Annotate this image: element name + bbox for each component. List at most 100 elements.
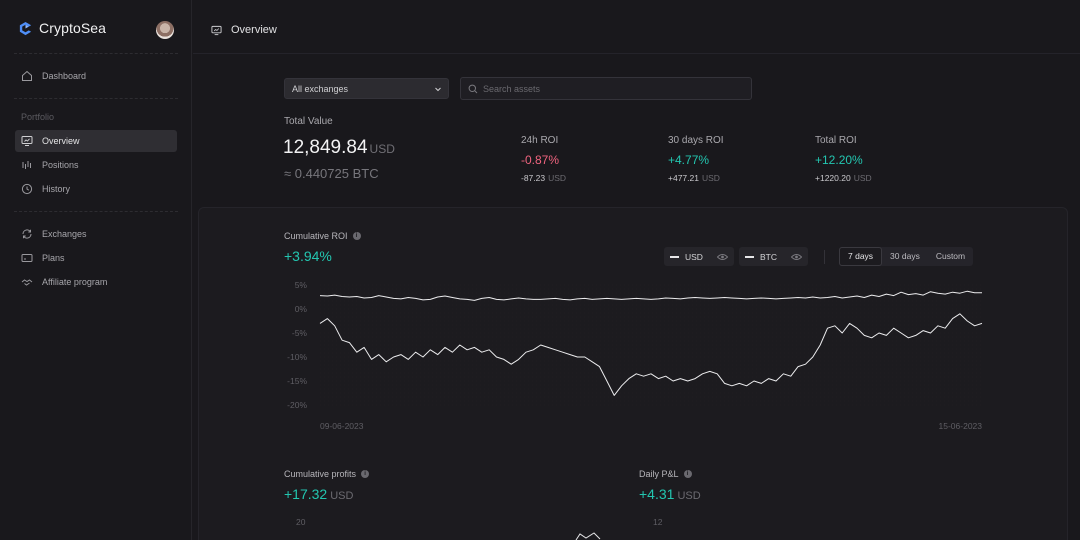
series-toggle-label: USD <box>685 251 703 262</box>
total-value-unit: USD <box>369 142 395 156</box>
sidebar-item-label: Positions <box>42 160 79 170</box>
handshake-icon <box>21 279 33 286</box>
roi-percent: +4.77% <box>668 153 710 167</box>
roi-absolute-value: +1220.20 <box>815 173 851 183</box>
sidebar-item-positions[interactable]: Positions <box>15 154 177 176</box>
roi-absolute: +477.21 USD <box>668 173 724 183</box>
info-icon[interactable]: i <box>352 232 361 240</box>
cumulative-profits-value: +17.32 USD <box>284 486 353 502</box>
series-toggle-btc[interactable]: BTC <box>739 247 808 266</box>
sidebar-item-label: History <box>42 184 71 194</box>
series-toggle-usd[interactable]: USD <box>664 247 734 266</box>
sidebar-item-label: Plans <box>42 253 65 263</box>
roi-label: 30 days ROI <box>668 135 724 146</box>
roi-absolute: +1220.20 USD <box>815 173 872 183</box>
eye-icon[interactable] <box>791 253 802 261</box>
info-icon[interactable]: i <box>683 470 692 478</box>
roi-percent: -0.87% <box>521 153 560 167</box>
y-tick-label: -15% <box>287 376 307 386</box>
sidebar-item-label: Affiliate program <box>42 277 108 287</box>
y-tick-label: 0% <box>295 304 308 314</box>
bars-icon <box>22 161 31 169</box>
y-tick-label: -20% <box>287 400 307 410</box>
daily-pnl-unit: USD <box>677 490 701 502</box>
roi-total: Total ROI +12.20% +1220.20 USD <box>815 135 872 183</box>
sidebar-item-plans[interactable]: Plans <box>15 247 177 269</box>
cumulative-roi-chart: 5% 0% -5% -10% -15% -20% 09-06-2023 15-06-2023 <box>287 280 983 431</box>
series-line-btc <box>319 313 983 396</box>
clock-icon <box>21 183 33 195</box>
sidebar-item-exchanges[interactable]: Exchanges <box>15 223 177 245</box>
x-tick-label: 15-06-2023 <box>939 421 983 431</box>
cumulative-roi-title: Cumulative ROI <box>284 231 348 241</box>
sidebar-item-label: Exchanges <box>42 229 87 239</box>
range-custom[interactable]: Custom <box>935 251 966 261</box>
sidebar-section-label: Portfolio <box>21 112 55 122</box>
roi-label: 24h ROI <box>521 135 559 146</box>
range-7-days[interactable]: 7 days <box>839 247 883 266</box>
daily-pnl-y-tick: 12 <box>653 517 663 527</box>
top-bar: Overview <box>193 0 1080 54</box>
daily-pnl-title: Daily P&L <box>639 469 679 479</box>
toolbar-separator <box>824 250 825 264</box>
range-30-days[interactable]: 30 days <box>890 251 920 261</box>
avatar[interactable] <box>156 21 174 39</box>
series-toggle-label: BTC <box>760 251 777 262</box>
daily-pnl-number: +4.31 <box>639 486 675 502</box>
roi-unit: USD <box>548 173 567 183</box>
roi-absolute-value: -87.23 <box>521 173 546 183</box>
roi-24h: 24h ROI -0.87% -87.23 USD <box>521 135 566 183</box>
total-value-btc: ≈ 0.440725 BTC <box>284 166 379 181</box>
roi-absolute-value: +477.21 <box>668 173 699 183</box>
home-icon <box>22 70 32 81</box>
sidebar-item-dashboard[interactable]: Dashboard <box>15 65 177 87</box>
brand[interactable]: CryptoSea <box>18 20 106 36</box>
roi-percent: +12.20% <box>815 153 863 167</box>
y-tick-label: 5% <box>295 280 308 290</box>
search-input[interactable] <box>483 83 733 94</box>
roi-30-days: 30 days ROI +4.77% +477.21 USD <box>668 135 724 183</box>
cumulative-profits-line <box>575 532 601 540</box>
sidebar-divider <box>14 53 178 54</box>
exchange-select[interactable]: All exchanges <box>284 78 449 99</box>
daily-pnl-value: +4.31 USD <box>639 486 701 502</box>
series-swatch <box>670 255 679 258</box>
series-swatch <box>745 255 754 258</box>
search-field[interactable] <box>460 77 752 100</box>
page-title: Overview <box>231 24 277 36</box>
cumulative-profits-label: Cumulative profits i <box>284 469 370 479</box>
search-icon <box>468 84 478 94</box>
monitor-icon <box>21 136 33 146</box>
cumulative-roi-label: Cumulative ROI i <box>284 231 361 241</box>
roi-unit: USD <box>853 173 872 183</box>
series-line-usd <box>319 290 982 301</box>
roi-unit: USD <box>701 173 720 183</box>
cryptosea-logo-icon <box>19 21 32 35</box>
x-tick-label: 09-06-2023 <box>320 421 364 431</box>
card-icon <box>21 254 33 262</box>
sidebar-item-label: Dashboard <box>42 71 87 81</box>
cumulative-profits-title: Cumulative profits <box>284 469 357 479</box>
refresh-icon <box>22 229 32 239</box>
range-selector: 7 days 30 days Custom <box>839 247 974 266</box>
total-value-label: Total Value <box>284 116 333 127</box>
sidebar-item-label: Overview <box>42 136 80 146</box>
y-tick-label: -5% <box>292 328 308 338</box>
cumulative-roi-value: +3.94% <box>284 248 332 264</box>
cumulative-profits-unit: USD <box>330 490 354 502</box>
sidebar-divider <box>14 98 178 99</box>
chevron-down-icon <box>435 87 441 92</box>
sidebar-item-affiliate-program[interactable]: Affiliate program <box>15 271 177 293</box>
roi-absolute: -87.23 USD <box>521 173 566 183</box>
sidebar-item-history[interactable]: History <box>15 178 177 200</box>
sidebar-item-overview[interactable]: Overview <box>15 130 177 152</box>
eye-icon[interactable] <box>716 253 728 261</box>
total-value-number: 12,849.84 <box>283 137 368 158</box>
exchange-select-value: All exchanges <box>292 84 349 94</box>
info-icon[interactable]: i <box>361 470 370 478</box>
y-tick-label: -10% <box>287 352 307 362</box>
chart-grid <box>320 284 982 406</box>
brand-name: CryptoSea <box>39 20 107 36</box>
total-value: 12,849.84 USD <box>283 137 395 159</box>
sidebar: CryptoSea Dashboard Portfolio Overview P… <box>0 0 192 540</box>
